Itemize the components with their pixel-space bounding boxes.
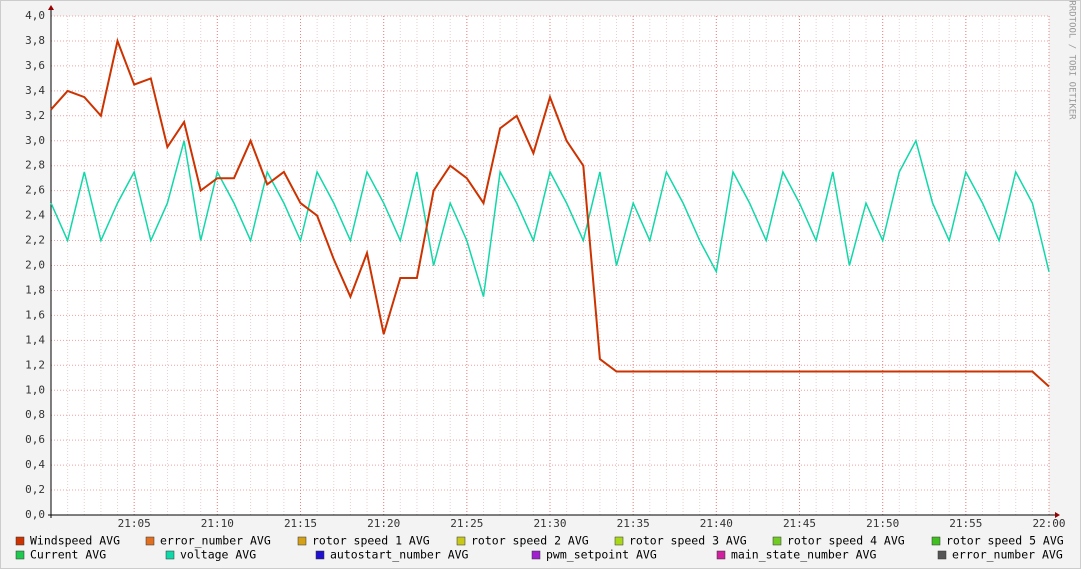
legend-label: Windspeed AVG [30,534,120,548]
y-tick-label: 1,2 [25,358,45,371]
legend-swatch [716,550,726,560]
x-tick-label: 21:40 [700,517,733,530]
x-tick-label: 21:30 [533,517,566,530]
legend-swatch [15,536,25,546]
y-tick-label: 1,8 [25,283,45,296]
x-tick-label: 21:25 [450,517,483,530]
y-tick-label: 1,4 [25,333,45,346]
series-line [50,138,1050,297]
y-tick-label: 3,2 [25,109,45,122]
x-tick-label: 22:00 [1032,517,1065,530]
y-tick-label: 2,6 [25,184,45,197]
y-tick-label: 3,6 [25,59,45,72]
y-tick-label: 2,2 [25,234,45,247]
legend-label: rotor speed 4 AVG [787,534,905,548]
y-tick-label: 0,2 [25,483,45,496]
legend-swatch [15,550,25,560]
legend-label: rotor speed 3 AVG [629,534,747,548]
watermark: RRDTOOL / TOBI OETIKER [1067,0,1077,120]
y-tick-label: 3,8 [25,34,45,47]
y-tick-label: 0,4 [25,458,45,471]
y-tick-label: 0,6 [25,433,45,446]
legend-label: error_number AVG [160,534,271,548]
legend-swatch [931,536,941,546]
legend-swatch [456,536,466,546]
x-tick-label: 21:15 [284,517,317,530]
legend-label: rotor speed 2 AVG [471,534,589,548]
legend-swatch [145,536,155,546]
legend-swatch [297,536,307,546]
legend-label: pwm_setpoint AVG [546,548,657,562]
x-tick-label: 21:05 [118,517,151,530]
y-tick-label: 2,0 [25,259,45,272]
legend-swatch [772,536,782,546]
y-tick-label: 1,0 [25,383,45,396]
x-tick-label: 21:50 [866,517,899,530]
legend-label: error_number AVG [952,548,1063,562]
legend-label: rotor speed 1 AVG [312,534,430,548]
legend-label: Current AVG [30,548,106,562]
legend-swatch [531,550,541,560]
x-tick-label: 21:20 [367,517,400,530]
y-tick-label: 0,0 [25,508,45,521]
y-tick-label: 1,6 [25,308,45,321]
legend-label: rotor speed 5 AVG [946,534,1064,548]
y-tick-label: 0,8 [25,408,45,421]
series-line [50,37,1050,388]
y-tick-label: 3,4 [25,84,45,97]
y-tick-label: 2,4 [25,209,45,222]
legend-swatch [614,536,624,546]
legend-label: autostart_number AVG [330,548,469,562]
arrow [1055,512,1060,518]
y-tick-label: 4,0 [25,9,45,22]
legend-swatch [937,550,947,560]
legend-label: main_state_number AVG [731,548,876,562]
arrow [48,5,54,10]
legend-swatch [165,550,175,560]
x-tick-label: 21:45 [783,517,816,530]
x-tick-label: 21:55 [949,517,982,530]
y-tick-label: 3,0 [25,134,45,147]
x-tick-label: 21:10 [201,517,234,530]
legend-label: voltage AVG [180,548,256,562]
x-tick-label: 21:35 [617,517,650,530]
legend-swatch [315,550,325,560]
y-tick-label: 2,8 [25,159,45,172]
